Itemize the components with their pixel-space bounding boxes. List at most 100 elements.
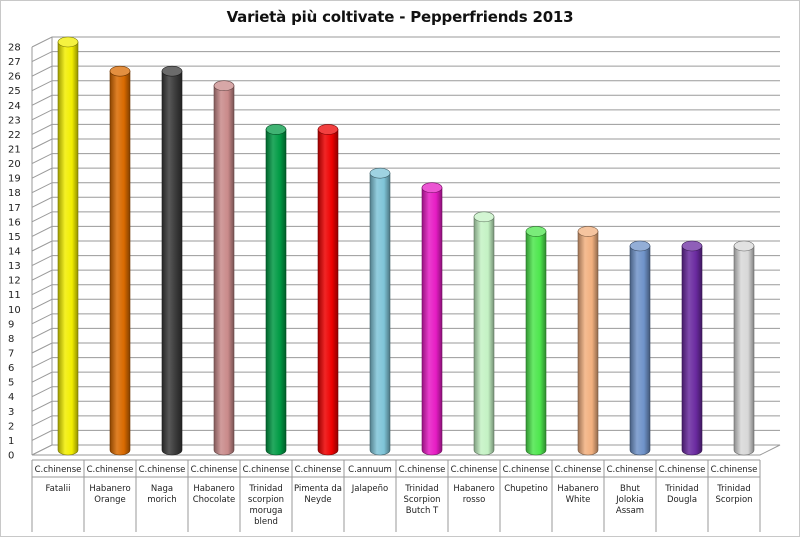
bar-top bbox=[265, 124, 287, 135]
gridline bbox=[31, 153, 780, 165]
category-name-label: Habanero bbox=[557, 484, 598, 494]
category-species-label: C.chinense bbox=[711, 465, 758, 475]
y-tick-label: 16 bbox=[8, 217, 21, 228]
category-name-label: Chocolate bbox=[193, 495, 236, 505]
category-name-label: Pimenta da bbox=[294, 484, 342, 494]
gridline bbox=[31, 327, 780, 339]
bar-body bbox=[57, 41, 79, 456]
bar-top bbox=[577, 226, 599, 237]
bar bbox=[577, 226, 599, 456]
category-species-label: C.annuum bbox=[348, 465, 392, 475]
category-species-label: C.chinense bbox=[659, 465, 706, 475]
bar-top bbox=[57, 36, 79, 48]
bars bbox=[57, 36, 755, 456]
gridline bbox=[31, 80, 780, 92]
bar-body bbox=[421, 187, 443, 456]
bar bbox=[265, 124, 287, 456]
y-tick-label: 9 bbox=[8, 319, 14, 330]
gridline bbox=[31, 429, 780, 441]
category-name-label: Trinidad bbox=[664, 484, 699, 494]
y-tick-label: 25 bbox=[8, 86, 21, 97]
bar-top bbox=[629, 240, 651, 252]
category-species-label: C.chinense bbox=[399, 465, 446, 475]
gridline bbox=[31, 123, 780, 135]
gridline bbox=[31, 225, 780, 237]
category-species-label: C.chinense bbox=[35, 465, 82, 475]
gridline bbox=[31, 342, 780, 354]
category-species-label: C.chinense bbox=[607, 465, 654, 475]
gridline bbox=[31, 357, 780, 369]
bar-body bbox=[213, 85, 235, 456]
bar-top bbox=[525, 226, 547, 237]
category-name-label: Trinidad bbox=[248, 484, 283, 494]
y-tick-label: 15 bbox=[8, 232, 21, 243]
bar bbox=[57, 36, 79, 456]
y-tick-label: 18 bbox=[8, 188, 21, 199]
gridline bbox=[31, 65, 780, 77]
category-name-label: blend bbox=[254, 517, 278, 527]
gridline bbox=[31, 284, 780, 296]
chart-title: Varietà più coltivate - Pepperfriends 20… bbox=[226, 8, 574, 26]
category-name-label: Jolokia bbox=[615, 495, 644, 505]
bar-body bbox=[369, 172, 391, 456]
bar bbox=[369, 167, 391, 456]
category-name-label: Scorpion bbox=[403, 495, 440, 505]
y-tick-label: 2 bbox=[8, 421, 14, 432]
category-species-label: C.chinense bbox=[243, 465, 290, 475]
bar bbox=[525, 226, 547, 456]
gridline bbox=[31, 36, 780, 48]
y-tick-label: 26 bbox=[8, 72, 21, 83]
y-tick-label: 8 bbox=[8, 334, 14, 345]
bar-top bbox=[733, 240, 755, 252]
category-species-label: C.chinense bbox=[451, 465, 498, 475]
bar-body bbox=[733, 245, 755, 456]
y-tick-label: 22 bbox=[8, 130, 21, 141]
y-tick-label: 1 bbox=[8, 436, 14, 447]
y-tick-label: 20 bbox=[8, 159, 21, 170]
gridline bbox=[31, 415, 780, 427]
gridline bbox=[31, 371, 780, 383]
y-tick-label: 0 bbox=[8, 451, 14, 462]
y-tick-label: 6 bbox=[8, 363, 14, 374]
category-table: C.chinenseFataliiC.chinenseHabaneroOrang… bbox=[31, 459, 761, 532]
category-species-label: C.chinense bbox=[139, 465, 186, 475]
gridline bbox=[31, 255, 780, 267]
y-tick-label: 4 bbox=[8, 392, 14, 403]
category-name-label: Chupetino bbox=[504, 484, 548, 494]
category-species-label: C.chinense bbox=[87, 465, 134, 475]
bar-top bbox=[317, 124, 339, 135]
bar bbox=[161, 65, 183, 456]
bar-top bbox=[369, 167, 391, 179]
gridline bbox=[31, 109, 780, 121]
y-tick-label: 21 bbox=[8, 145, 21, 156]
category-name-label: Scorpion bbox=[715, 495, 752, 505]
category-name-label: Assam bbox=[616, 506, 644, 516]
category-name-label: Fatalii bbox=[46, 484, 71, 494]
gridline bbox=[31, 269, 780, 281]
bar-body bbox=[681, 245, 703, 456]
bar-body bbox=[161, 70, 183, 456]
category-name-label: Trinidad bbox=[716, 484, 751, 494]
category-species-label: C.chinense bbox=[503, 465, 550, 475]
bar-body bbox=[109, 70, 131, 456]
bar-body bbox=[525, 231, 547, 456]
y-tick-label: 28 bbox=[8, 43, 21, 54]
bar-body bbox=[473, 216, 495, 456]
table-lines bbox=[31, 459, 761, 532]
gridline bbox=[31, 182, 780, 194]
category-name-label: morich bbox=[147, 495, 176, 505]
category-name-label: Bhut bbox=[620, 484, 641, 494]
category-name-label: scorpion bbox=[248, 495, 284, 505]
category-name-label: Trinidad bbox=[404, 484, 439, 494]
y-tick-label: 11 bbox=[8, 290, 21, 301]
y-tick-label: 24 bbox=[8, 101, 21, 112]
y-tick-label: 5 bbox=[8, 378, 14, 389]
bar bbox=[473, 211, 495, 456]
category-name-label: Habanero bbox=[453, 484, 494, 494]
gridline bbox=[31, 400, 780, 412]
bar-top bbox=[109, 65, 131, 77]
y-tick-label: 14 bbox=[8, 247, 21, 258]
category-name-label: rosso bbox=[463, 495, 486, 505]
bar bbox=[317, 124, 339, 456]
bar-top bbox=[213, 80, 235, 92]
